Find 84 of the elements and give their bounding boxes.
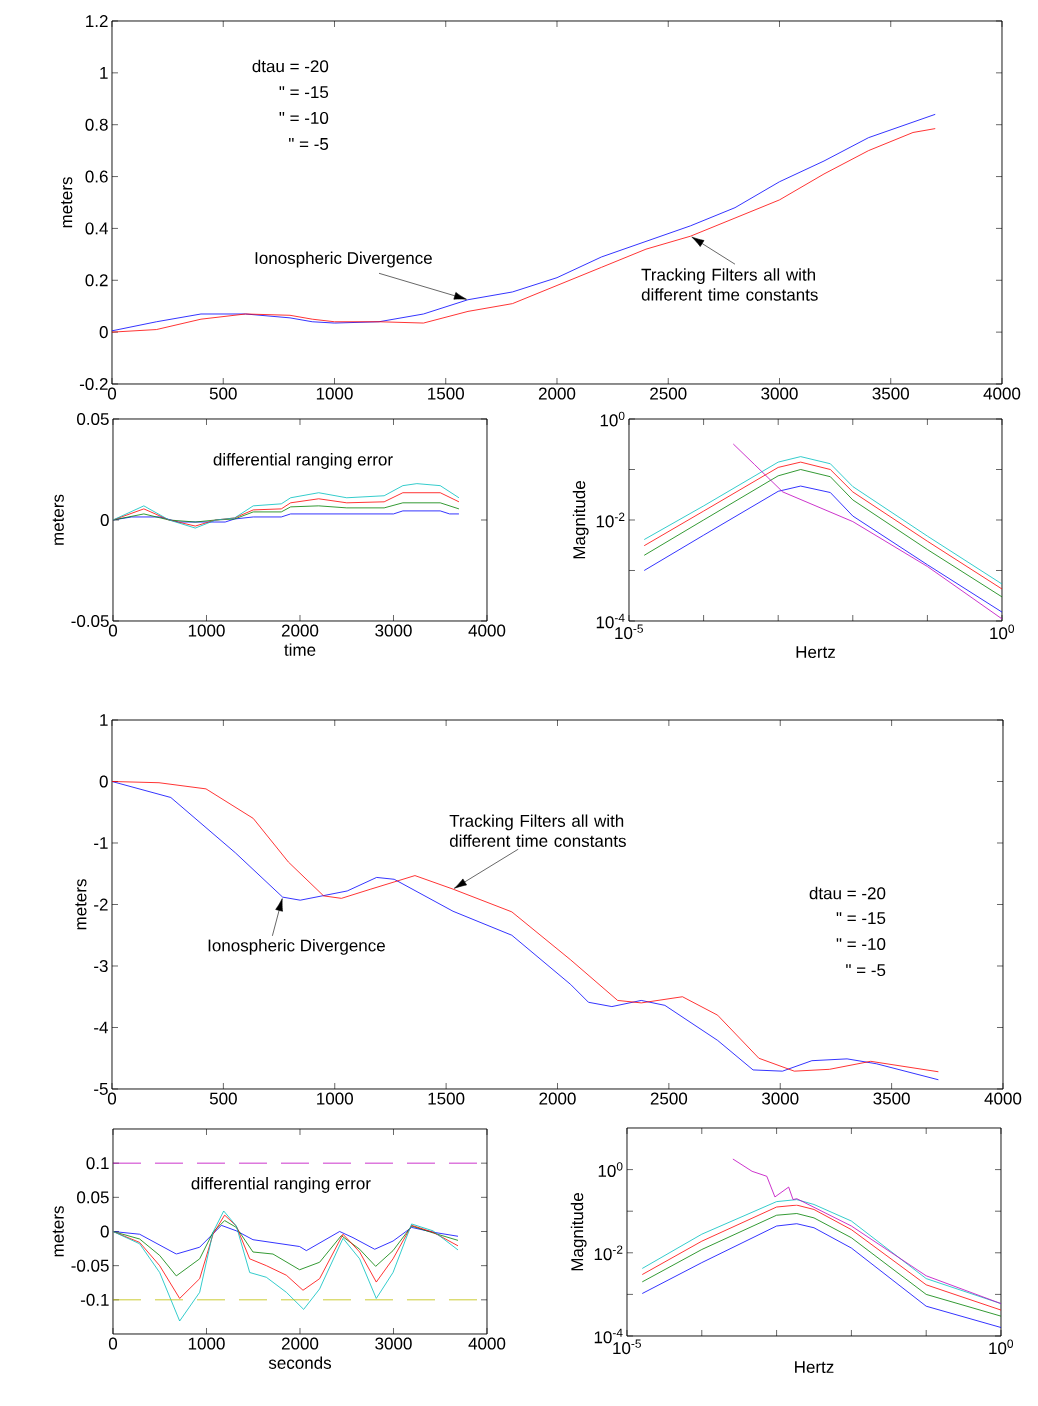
- x-tick-label: 2500: [650, 387, 687, 400]
- x-axis-title: Hertz: [795, 1361, 834, 1374]
- x-tick-label: 10$^{0}$: [990, 624, 1015, 640]
- y-tick-label: 0: [99, 326, 108, 339]
- y-tick-label: 1: [100, 67, 108, 79]
- annotation: Tracking Filters all with different time constants: [449, 814, 626, 847]
- x-tick-label: 3000: [375, 1337, 412, 1350]
- annotation: dtau = -20: [252, 59, 329, 73]
- y-tick-label: 0.05: [77, 1191, 109, 1204]
- x-tick-label: 1000: [188, 1337, 225, 1350]
- annotation: differential ranging error: [213, 453, 393, 469]
- annotation: Ionospheric Divergence: [208, 939, 385, 955]
- x-tick-label: 10$^{0}$: [989, 1339, 1014, 1355]
- y-axis-title: meters: [52, 1206, 64, 1257]
- y-tick-label: -0.05: [71, 614, 109, 628]
- x-tick-label: 3500: [873, 1092, 910, 1105]
- x-tick-label: 10$^{-5}$: [613, 1339, 641, 1355]
- annotation: " = -15: [279, 86, 329, 99]
- x-tick-label: 500: [209, 387, 237, 400]
- y-tick-label: 0: [99, 775, 108, 788]
- y-tick-label: 10$^{-2}$: [596, 512, 625, 528]
- y-axis-title: Magnitude: [572, 481, 589, 559]
- x-tick-label: 3500: [872, 387, 909, 400]
- y-tick-label: 10$^{-2}$: [594, 1245, 623, 1261]
- y-tick-label: 10$^{0}$: [600, 411, 625, 427]
- x-tick-label: 2000: [281, 1337, 319, 1350]
- annotation: Ionospheric Divergence: [255, 251, 432, 268]
- line-series: [113, 483, 460, 529]
- x-tick-label: 10$^{-5}$: [615, 624, 643, 640]
- x-tick-label: 1000: [188, 624, 225, 637]
- x-axis-title: Hertz: [796, 646, 835, 659]
- annotation: dtau = -20: [809, 886, 886, 900]
- line-series: [113, 1224, 459, 1255]
- x-tick-label: 1000: [316, 387, 353, 400]
- annotation: differential ranging error: [191, 1177, 371, 1193]
- x-tick-label: 0: [108, 1337, 118, 1350]
- y-tick-label: 1: [100, 714, 108, 726]
- y-tick-label: 0: [100, 1225, 109, 1238]
- x-axis-title: seconds: [268, 1356, 332, 1369]
- x-tick-label: 3000: [761, 1092, 799, 1105]
- x-tick-label: 4000: [984, 1092, 1022, 1105]
- x-tick-label: 2000: [281, 624, 319, 637]
- x-tick-label: 4000: [468, 1337, 506, 1350]
- y-tick-label: -4: [94, 1021, 108, 1034]
- y-tick-label: 0.4: [85, 222, 108, 235]
- annotation: " = -10: [279, 111, 329, 124]
- y-axis-title: meters: [75, 879, 87, 930]
- x-tick-label: 4000: [468, 624, 506, 637]
- x-axis-title: time: [284, 643, 316, 656]
- y-tick-label: -0.1: [80, 1293, 109, 1306]
- annotation: " = -5: [289, 138, 329, 150]
- x-tick-label: 2000: [539, 1092, 576, 1105]
- y-tick-label: -1: [94, 837, 108, 849]
- y-tick-label: 0.1: [86, 1157, 109, 1170]
- y-tick-label: -5: [94, 1083, 108, 1095]
- y-tick-label: 0.2: [85, 274, 108, 287]
- y-tick-label: 0.05: [77, 412, 109, 426]
- x-tick-label: 3000: [761, 387, 798, 400]
- annotation: " = -10: [836, 937, 886, 950]
- annotation: " = -5: [846, 964, 886, 977]
- x-tick-label: 1000: [317, 1092, 353, 1105]
- y-axis-title: Magnitude: [570, 1193, 587, 1271]
- x-tick-label: 1500: [428, 387, 464, 400]
- y-tick-label: -0.05: [71, 1259, 109, 1272]
- y-axis-title: meters: [52, 494, 64, 545]
- line-series: [113, 1210, 459, 1322]
- y-tick-label: 0.6: [85, 170, 108, 183]
- annotation: Tracking Filters all with different time constants: [641, 268, 818, 301]
- x-tick-label: 4000: [983, 387, 1021, 400]
- x-tick-label: 2000: [538, 387, 576, 400]
- x-tick-label: 0: [108, 624, 118, 637]
- y-tick-label: 0.8: [85, 118, 108, 131]
- x-tick-label: 1500: [428, 1092, 465, 1105]
- y-tick-label: -3: [94, 959, 108, 973]
- y-tick-label: 10$^{0}$: [598, 1162, 623, 1177]
- y-tick-label: -0.2: [79, 377, 108, 391]
- x-tick-label: 500: [209, 1092, 237, 1105]
- annotation: " = -15: [836, 912, 886, 925]
- x-tick-label: 3000: [375, 624, 412, 637]
- y-tick-label: 0: [100, 513, 109, 527]
- y-tick-label: -2: [94, 898, 108, 911]
- x-tick-label: 2500: [650, 1092, 688, 1105]
- y-tick-label: 1.2: [86, 15, 108, 27]
- y-axis-title: meters: [61, 177, 73, 228]
